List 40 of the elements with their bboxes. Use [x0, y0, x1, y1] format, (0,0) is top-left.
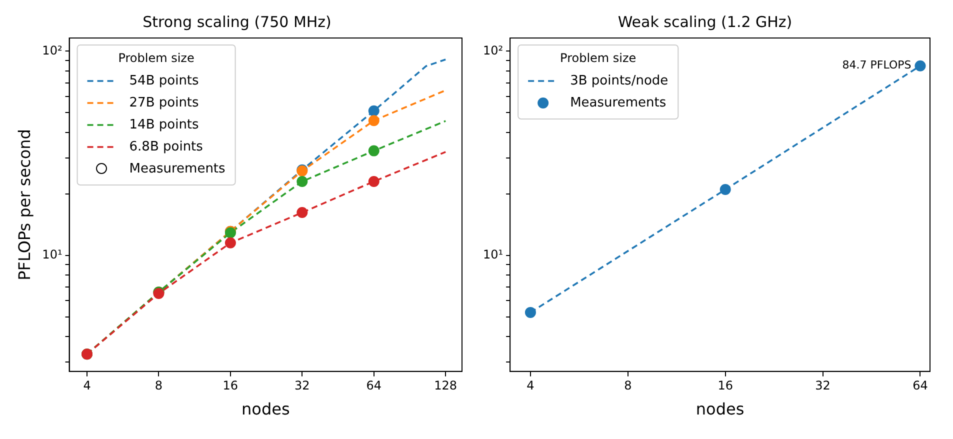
chart-title: Weak scaling (1.2 GHz) [618, 12, 792, 31]
point [368, 105, 380, 116]
point [224, 237, 236, 248]
chart-title: Strong scaling (750 MHz) [142, 12, 332, 31]
x-tick-label: 16 [718, 378, 733, 393]
x-tick-label: 64 [366, 378, 382, 393]
annotation: Measurements [129, 161, 226, 176]
legend-label: 27B points [129, 95, 200, 110]
x-axis-title: nodes [696, 400, 744, 419]
x-tick-label: 32 [815, 378, 830, 393]
point [296, 176, 308, 187]
legend-title: Problem size [118, 51, 194, 66]
point [368, 176, 380, 187]
legend-label: 54B points [129, 73, 200, 88]
x-tick-label: 8 [624, 378, 632, 393]
annotation: 84.7 PFLOPS [842, 58, 912, 72]
legend-title: Problem size [560, 51, 636, 66]
legend-label: Measurements [570, 95, 666, 110]
legend-label: 6.8B points [129, 139, 204, 154]
x-tick-label: 128 [434, 378, 458, 393]
x-tick-label: 64 [912, 378, 928, 393]
y-tick-label: 10² [42, 43, 62, 58]
x-tick-label: 4 [83, 378, 91, 393]
y-tick-label: 10² [482, 43, 504, 58]
point [296, 207, 308, 218]
y-axis-title: PFLOPs per second [14, 129, 34, 280]
y-tick-label: 10¹ [482, 247, 504, 262]
x-axis-title: nodes [242, 400, 290, 419]
point [368, 145, 380, 156]
x-tick-label: 16 [222, 378, 238, 393]
x-tick-label: 4 [526, 378, 534, 393]
legend-label: 3B points/node [570, 73, 668, 88]
x-tick-label: 8 [154, 378, 163, 393]
point [524, 306, 536, 318]
point [720, 184, 731, 196]
legend-label: 14B points [129, 117, 200, 132]
point [368, 115, 380, 126]
point [914, 60, 926, 72]
y-tick-label: 10¹ [42, 247, 62, 262]
x-tick-label: 32 [294, 378, 310, 393]
